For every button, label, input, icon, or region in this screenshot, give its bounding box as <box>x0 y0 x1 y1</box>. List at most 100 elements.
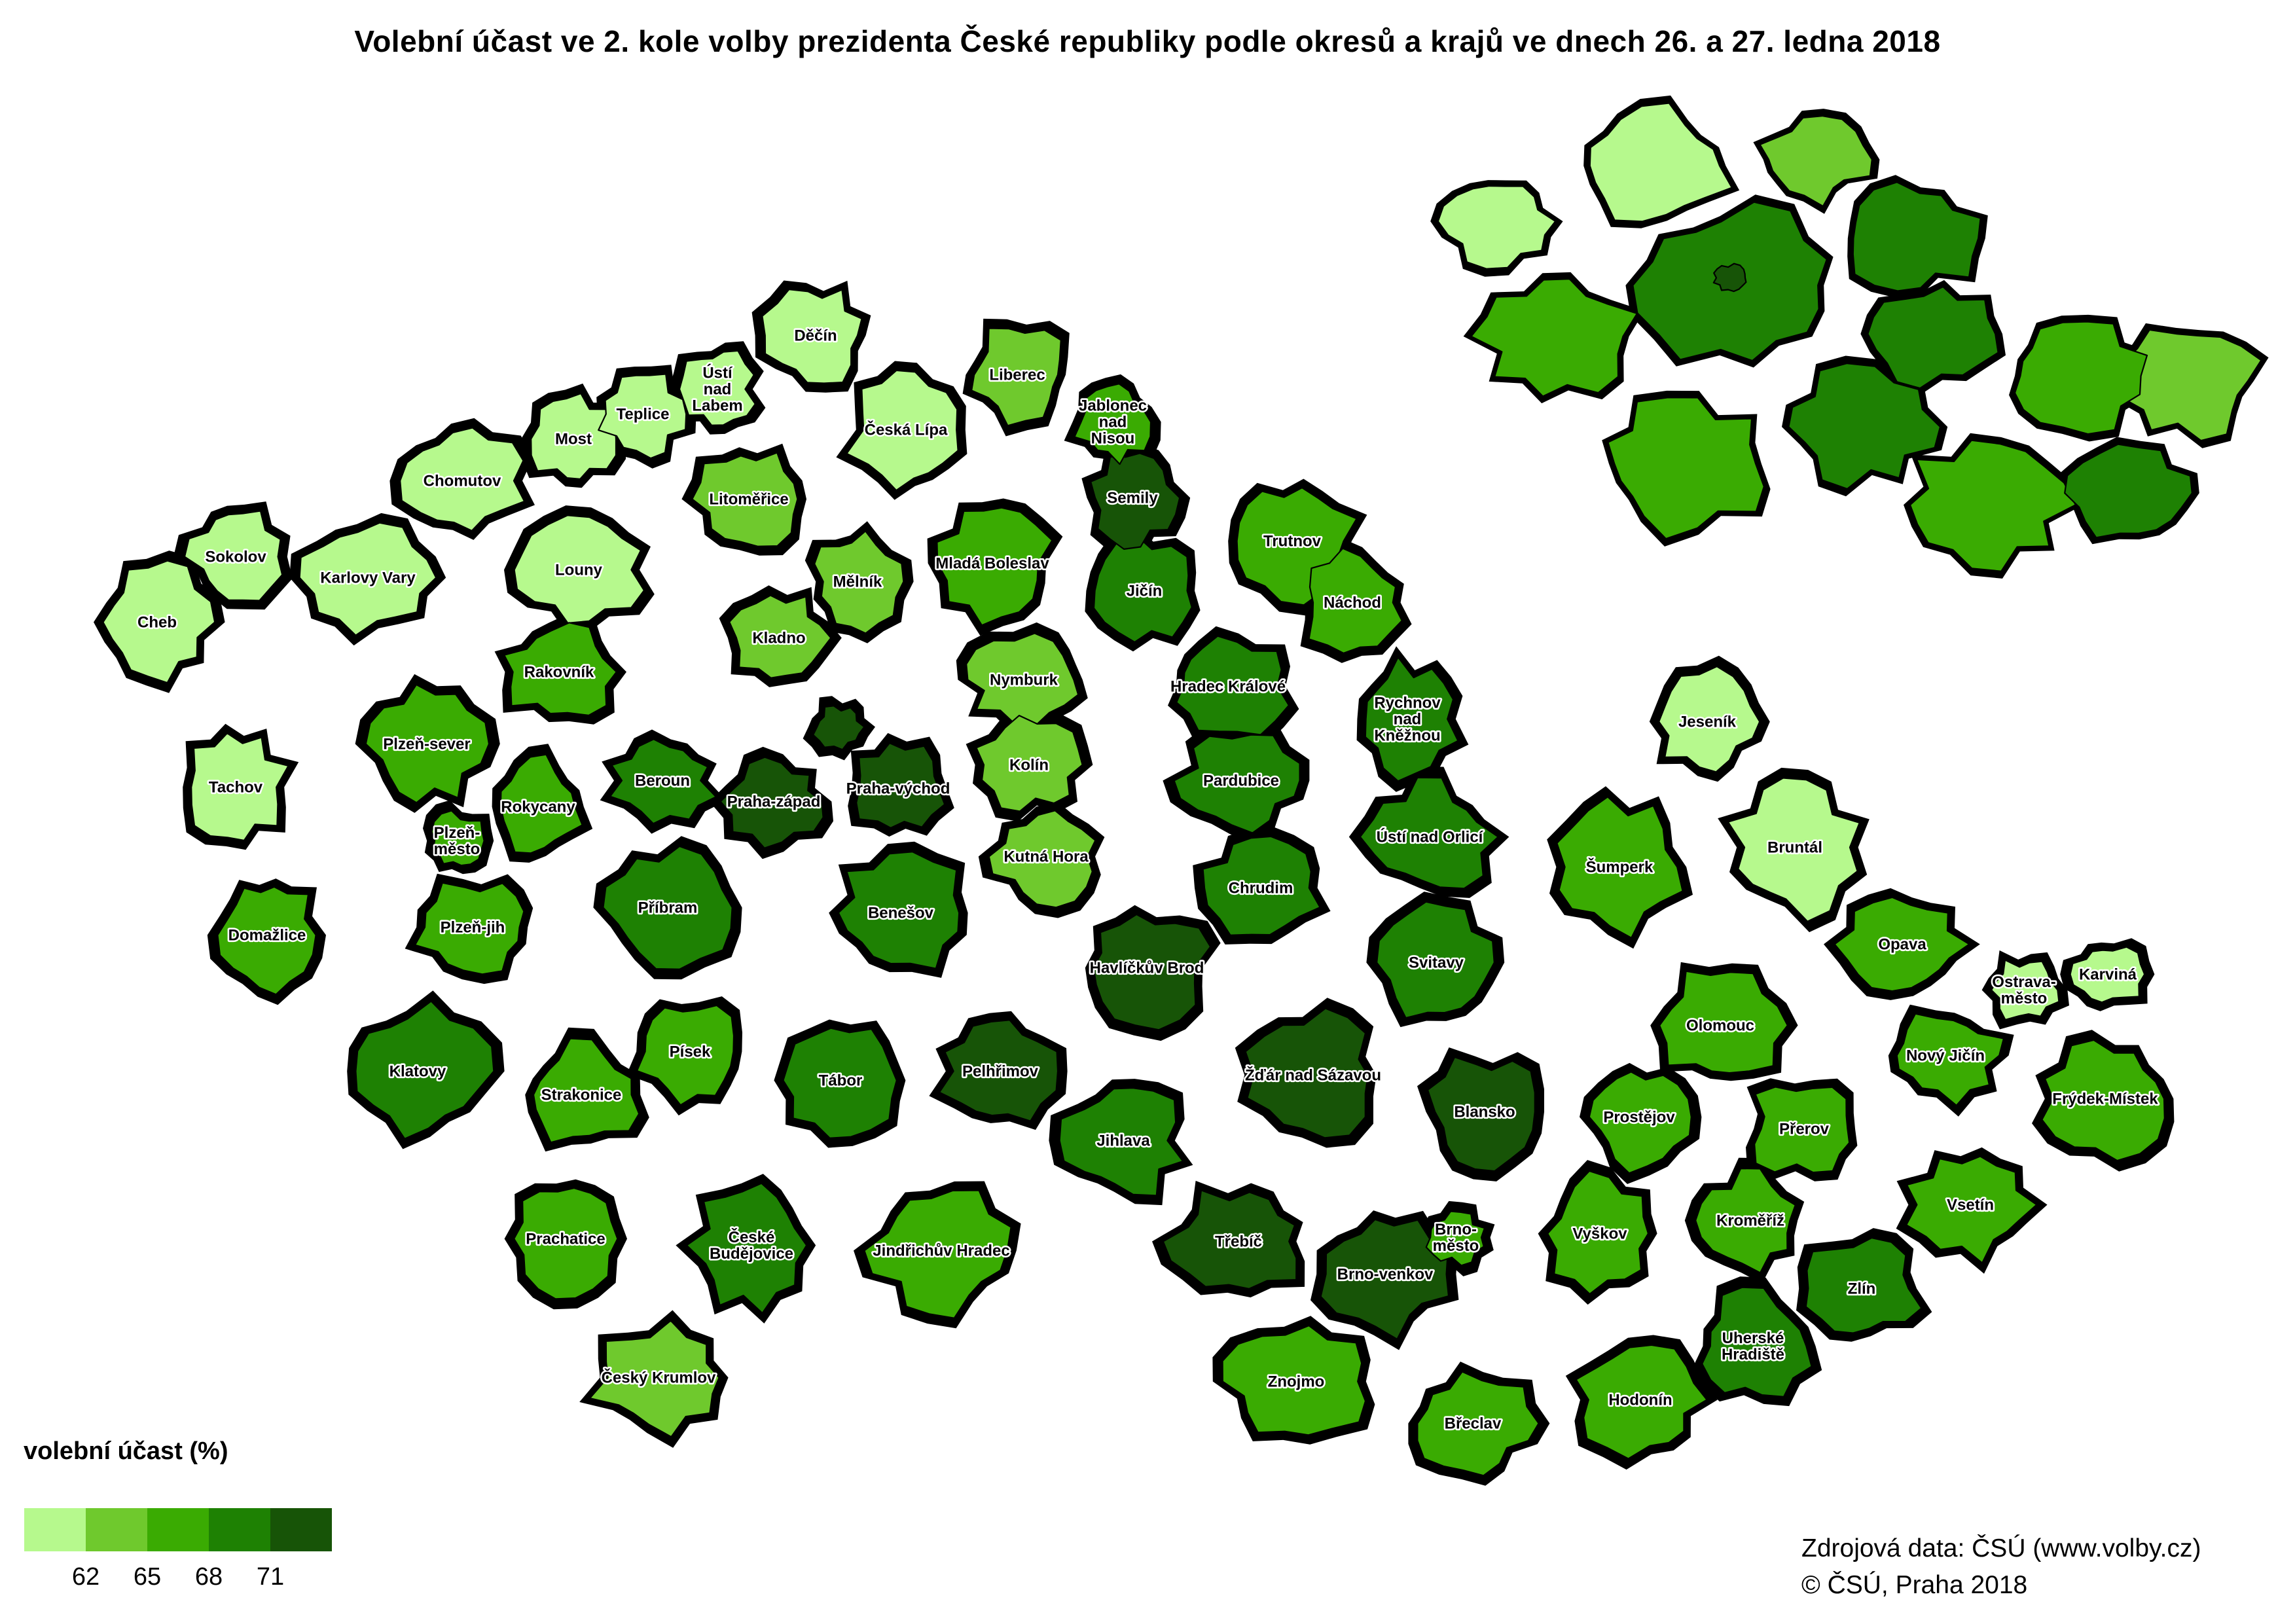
district-label-melnik: Mělník <box>833 573 882 591</box>
district-label-cheb: Cheb <box>137 614 177 632</box>
district-label-teplice: Teplice <box>617 406 670 424</box>
district-label-chrudim: Chrudim <box>1229 880 1293 897</box>
district-label-cesky-krumlov: Český Krumlov <box>602 1369 716 1387</box>
district-breclav <box>1417 1371 1540 1477</box>
district-bruntal <box>1727 777 1860 922</box>
district-label-nymburk: Nymburk <box>990 672 1058 689</box>
district-pisek <box>636 1004 735 1106</box>
region-hlavni-mesto-praha <box>1712 262 1747 293</box>
district-label-rychnov-nad-kneznou: Rychnov nad Kněžnou <box>1374 695 1441 745</box>
district-label-louny: Louny <box>555 562 603 579</box>
district-liberec <box>971 327 1062 427</box>
district-frydek-mistek <box>2041 1039 2165 1162</box>
district-label-plzen-mesto: Plzeň-město <box>434 824 480 858</box>
region-karlovarsky-kraj <box>1437 185 1557 270</box>
district-label-plzen-sever: Plzeň-sever <box>383 736 470 753</box>
district-label-blansko: Blansko <box>1454 1104 1515 1121</box>
district-label-pelhrimov: Pelhřimov <box>962 1063 1039 1081</box>
region-olomoucky-kraj <box>2014 321 2148 435</box>
district-tachov <box>190 732 289 841</box>
district-label-svitavy: Svitavy <box>1409 954 1464 972</box>
district-label-plzen-jih: Plzeň-jih <box>441 919 505 937</box>
district-kolin <box>975 715 1083 812</box>
district-usti-nad-labem <box>678 350 756 426</box>
district-label-breclav: Břeclav <box>1445 1415 1502 1433</box>
district-semily <box>1090 452 1181 550</box>
district-klatovy <box>355 1000 495 1140</box>
region-liberecky-kraj <box>1759 115 1873 208</box>
region-kralovehradecky-kraj <box>1852 181 1981 292</box>
district-label-vsetin: Vsetín <box>1947 1197 1994 1214</box>
district-label-klatovy: Klatovy <box>389 1063 446 1081</box>
district-label-bruntal: Bruntál <box>1767 839 1822 857</box>
district-jesenik <box>1658 666 1761 773</box>
district-strakonice <box>532 1038 640 1144</box>
district-label-jablonec-nad-nisou: Jablonec nad Nisou <box>1079 397 1147 448</box>
district-label-ceska-lipa: Česká Lípa <box>865 421 948 439</box>
district-label-praha-zapad: Praha-západ <box>727 793 821 811</box>
legend-swatch-3 <box>147 1508 209 1551</box>
district-svitavy <box>1376 901 1495 1019</box>
region-jihocesky-kraj <box>1607 397 1765 540</box>
district-label-usti-nad-orlici: Ústí nad Orlicí <box>1377 828 1484 846</box>
district-kladno <box>729 594 832 679</box>
district-label-uherske-hradiste: Uherské Hradiště <box>1722 1329 1784 1363</box>
district-prachatice <box>513 1187 619 1300</box>
district-rychnov-nad-kneznou <box>1364 656 1459 782</box>
district-praha <box>812 705 865 751</box>
district-label-novy-jicin: Nový Jičín <box>1906 1047 1985 1065</box>
district-label-trebic: Třebíč <box>1215 1233 1262 1251</box>
legend-tick-labels: 62 65 68 71 <box>24 1563 332 1596</box>
region-zlinsky-kraj <box>2064 443 2193 539</box>
district-label-beroun: Beroun <box>635 772 690 790</box>
district-label-olomouc: Olomouc <box>1686 1017 1754 1035</box>
district-label-strakonice: Strakonice <box>541 1087 622 1104</box>
region-plzensky-kraj <box>1470 278 1638 397</box>
district-label-kutna-hora: Kutná Hora <box>1003 848 1089 866</box>
district-label-ostrava-mesto: Ostrava-město <box>1992 973 2055 1007</box>
district-prostejov <box>1588 1071 1692 1174</box>
district-most <box>530 393 617 480</box>
district-label-prostejov: Prostějov <box>1603 1109 1675 1127</box>
district-label-semily: Semily <box>1107 490 1158 507</box>
source-line-1: Zdrojová data: ČSÚ (www.volby.cz) <box>1801 1534 2201 1562</box>
district-label-sokolov: Sokolov <box>205 549 266 566</box>
district-beroun <box>609 738 717 825</box>
district-havlickuv-brod <box>1093 913 1212 1031</box>
district-label-decin: Děčín <box>794 327 837 345</box>
district-label-hodonin: Hodonín <box>1608 1392 1672 1409</box>
district-label-chomutov: Chomutov <box>424 473 501 490</box>
district-ceska-lipa <box>846 369 959 492</box>
district-label-sumperk: Šumperk <box>1586 858 1653 876</box>
district-plzen-sever <box>365 683 490 804</box>
district-label-prachatice: Prachatice <box>526 1231 605 1248</box>
legend-swatch-4 <box>209 1508 270 1551</box>
region-pardubicky-kraj <box>1867 286 1999 389</box>
district-label-brno-venkov: Brno-venkov <box>1337 1266 1434 1284</box>
district-blansko <box>1426 1056 1536 1172</box>
district-chomutov <box>399 427 526 532</box>
district-hodonin <box>1575 1344 1708 1460</box>
district-decin <box>761 289 863 384</box>
district-label-jindrichuv-hradec: Jindřichův Hradec <box>873 1242 1009 1260</box>
district-ceske-budejovice <box>685 1182 808 1314</box>
page-title: Volební účast ve 2. kole volby prezident… <box>354 24 1941 58</box>
district-label-most: Most <box>555 431 592 448</box>
district-prerov <box>1754 1086 1851 1174</box>
region-ustecky-kraj <box>1589 102 1733 223</box>
district-rakovnik <box>503 622 617 716</box>
legend-tick-68: 68 <box>194 1563 223 1591</box>
district-karlovy-vary <box>298 522 437 636</box>
district-kromeriz <box>1695 1168 1796 1274</box>
district-jihlava <box>1058 1087 1184 1197</box>
district-label-znojmo: Znojmo <box>1268 1373 1325 1391</box>
district-cheb <box>102 560 216 684</box>
district-label-mlada-boleslav: Mladá Boleslav <box>935 555 1049 573</box>
district-label-opava: Opava <box>1878 936 1926 954</box>
district-label-usti-nad-labem: Ústí nad Labem <box>692 364 742 415</box>
district-usti-nad-orlici <box>1359 776 1499 890</box>
legend-tick-65: 65 <box>133 1563 162 1591</box>
district-vyskov <box>1547 1170 1650 1295</box>
district-label-brno-mesto: Brno-město <box>1433 1221 1479 1255</box>
district-label-domazlice: Domažlice <box>228 927 306 945</box>
